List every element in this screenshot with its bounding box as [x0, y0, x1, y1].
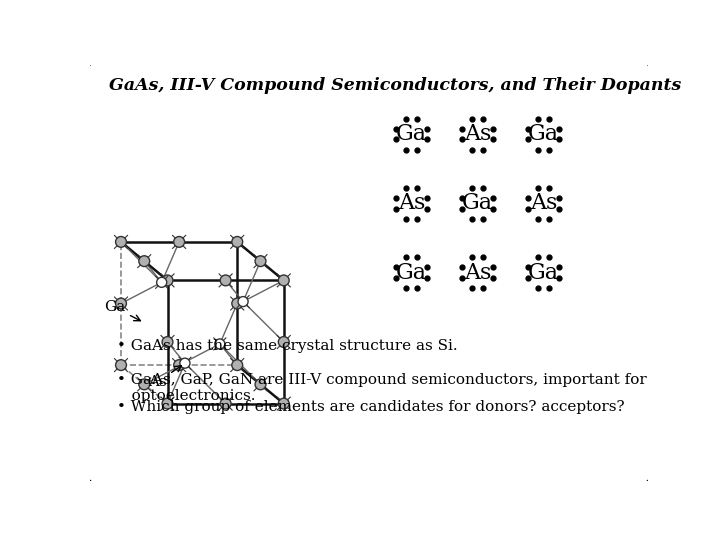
Circle shape [139, 256, 150, 267]
Circle shape [238, 296, 248, 307]
Text: Ga: Ga [396, 123, 427, 145]
Circle shape [232, 360, 243, 370]
Circle shape [232, 298, 243, 309]
Text: Ga: Ga [396, 262, 427, 284]
Text: GaAs, III-V Compound Semiconductors, and Their Dopants: GaAs, III-V Compound Semiconductors, and… [109, 77, 682, 94]
Circle shape [215, 339, 225, 349]
Text: As: As [148, 366, 181, 389]
Text: Ga: Ga [462, 192, 493, 214]
FancyBboxPatch shape [87, 62, 651, 484]
Circle shape [220, 398, 231, 409]
Circle shape [255, 379, 266, 390]
Circle shape [162, 398, 173, 409]
Circle shape [174, 237, 184, 247]
Text: As: As [464, 262, 491, 284]
Text: As: As [530, 192, 557, 214]
Circle shape [162, 336, 173, 347]
Text: • GaAs has the same crystal structure as Si.: • GaAs has the same crystal structure as… [117, 339, 458, 353]
Circle shape [255, 256, 266, 267]
Circle shape [220, 275, 231, 286]
Circle shape [232, 237, 243, 247]
Circle shape [162, 275, 173, 286]
Text: Ga: Ga [528, 262, 559, 284]
Text: As: As [464, 123, 491, 145]
Text: Ga: Ga [528, 123, 559, 145]
Text: Ga: Ga [104, 300, 140, 321]
Circle shape [174, 360, 184, 370]
Text: As: As [398, 192, 426, 214]
Text: • Which group of elements are candidates for donors? acceptors?: • Which group of elements are candidates… [117, 401, 625, 415]
Circle shape [279, 336, 289, 347]
Circle shape [279, 398, 289, 409]
Text: • GaAs, GaP, GaN are III-V compound semiconductors, important for
   optoelectro: • GaAs, GaP, GaN are III-V compound semi… [117, 373, 647, 403]
Circle shape [116, 298, 127, 309]
Circle shape [116, 360, 127, 370]
Circle shape [139, 379, 150, 390]
Circle shape [157, 278, 167, 287]
Circle shape [180, 358, 190, 368]
Circle shape [116, 237, 127, 247]
Circle shape [279, 275, 289, 286]
